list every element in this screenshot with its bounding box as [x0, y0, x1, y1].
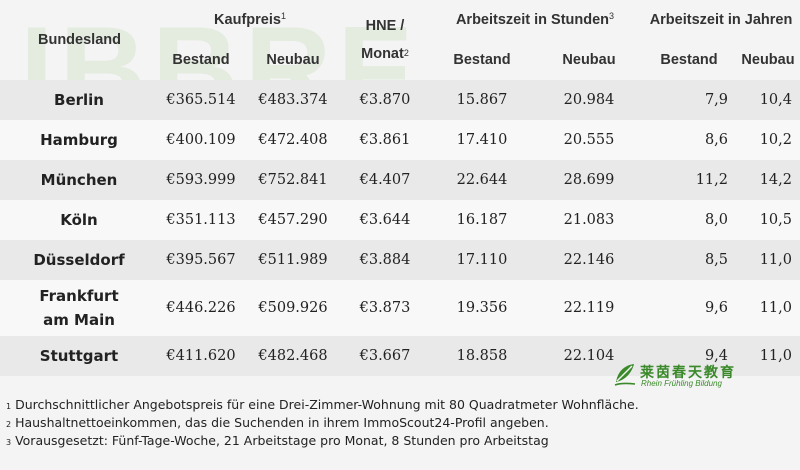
footnote: 2 Haushaltnettoeinkommen, das die Suchen…: [6, 415, 549, 430]
kp-bestand-cell: €395.567: [158, 240, 244, 280]
h-bestand-cell: 19.356: [428, 280, 536, 336]
logo-chinese-name: 莱茵春天教育: [640, 365, 736, 381]
h-bestand-cell: 17.410: [428, 120, 536, 160]
table-row: Frankfurt am Main €446.226 €509.926 €3.87…: [0, 280, 800, 336]
j-neubau-cell: 11,0: [736, 336, 800, 376]
kp-bestand-cell: €351.113: [158, 200, 244, 240]
kp-neubau-cell: €457.290: [244, 200, 342, 240]
j-bestand-cell: 7,9: [642, 80, 736, 120]
h-bestand-cell: 17.110: [428, 240, 536, 280]
city-name: Hamburg: [0, 120, 158, 160]
kp-neubau-cell: €472.408: [244, 120, 342, 160]
header-j-neubau: Neubau: [741, 52, 795, 68]
hne-cell: €3.873: [342, 280, 428, 336]
table-row: Berlin €365.514 €483.374 €3.870 15.867 2…: [0, 80, 800, 120]
city-name: Stuttgart: [0, 336, 158, 376]
j-neubau-cell: 11,0: [736, 280, 800, 336]
logo-english-name: Rhein Frühling Bildung: [641, 379, 722, 388]
hne-cell: €3.870: [342, 80, 428, 120]
table-row: Düsseldorf €395.567 €511.989 €3.884 17.1…: [0, 240, 800, 280]
kp-neubau-cell: €752.841: [244, 160, 342, 200]
city-name: Köln: [0, 200, 158, 240]
hne-cell: €3.667: [342, 336, 428, 376]
header-arbeitszeit-stunden: Arbeitszeit in Stunden3: [455, 11, 615, 28]
header-arbeitszeit-jahren: Arbeitszeit in Jahren: [649, 12, 793, 28]
hne-cell: €3.861: [342, 120, 428, 160]
h-neubau-cell: 28.699: [536, 160, 642, 200]
j-neubau-cell: 10,4: [736, 80, 800, 120]
j-neubau-cell: 14,2: [736, 160, 800, 200]
hne-cell: €4.407: [342, 160, 428, 200]
h-neubau-cell: 22.104: [536, 336, 642, 376]
header-h-bestand: Bestand: [453, 52, 511, 68]
footnotes: 1 Durchschnittlicher Angebotspreis für e…: [6, 396, 639, 450]
header-j-bestand: Bestand: [660, 52, 718, 68]
footnote: 1 Durchschnittlicher Angebotspreis für e…: [6, 397, 639, 412]
kp-bestand-cell: €365.514: [158, 80, 244, 120]
leaf-logo-icon: [614, 364, 636, 386]
h-bestand-cell: 16.187: [428, 200, 536, 240]
j-bestand-cell: 8,6: [642, 120, 736, 160]
table-row: Hamburg €400.109 €472.408 €3.861 17.410 …: [0, 120, 800, 160]
table-row: Stuttgart €411.620 €482.468 €3.667 18.85…: [0, 336, 800, 376]
h-bestand-cell: 22.644: [428, 160, 536, 200]
kp-bestand-cell: €411.620: [158, 336, 244, 376]
j-bestand-cell: 9,6: [642, 280, 736, 336]
city-name: München: [0, 160, 158, 200]
j-bestand-cell: 8,5: [642, 240, 736, 280]
header-h-neubau: Neubau: [562, 52, 616, 68]
j-neubau-cell: 11,0: [736, 240, 800, 280]
header-hne: HNE / Monat2: [361, 18, 409, 62]
housing-affordability-table: Bundesland Kaufpreis1 HNE / Monat2 Arbeit…: [0, 11, 800, 376]
j-neubau-cell: 10,5: [736, 200, 800, 240]
h-bestand-cell: 15.867: [428, 80, 536, 120]
kp-bestand-cell: €446.226: [158, 280, 244, 336]
kp-neubau-cell: €511.989: [244, 240, 342, 280]
h-neubau-cell: 20.555: [536, 120, 642, 160]
city-name: Frankfurt am Main: [0, 280, 158, 336]
h-neubau-cell: 21.083: [536, 200, 642, 240]
kp-bestand-cell: €400.109: [158, 120, 244, 160]
city-name: Berlin: [0, 80, 158, 120]
kp-bestand-cell: €593.999: [158, 160, 244, 200]
j-neubau-cell: 10,2: [736, 120, 800, 160]
city-name: Düsseldorf: [0, 240, 158, 280]
h-neubau-cell: 22.119: [536, 280, 642, 336]
header-kp-bestand: Bestand: [172, 52, 230, 68]
j-bestand-cell: 9,4: [642, 336, 736, 376]
table-row: Köln €351.113 €457.290 €3.644 16.187 21.…: [0, 200, 800, 240]
h-neubau-cell: 22.146: [536, 240, 642, 280]
header-kaufpreis: Kaufpreis1: [214, 11, 286, 28]
h-bestand-cell: 18.858: [428, 336, 536, 376]
kp-neubau-cell: €483.374: [244, 80, 342, 120]
hne-cell: €3.644: [342, 200, 428, 240]
footnote: 3 Vorausgesetzt: Fünf-Tage-Woche, 21 Arb…: [6, 433, 549, 448]
table-row: München €593.999 €752.841 €4.407 22.644 …: [0, 160, 800, 200]
header-bundesland: Bundesland: [38, 32, 121, 48]
header-kp-neubau: Neubau: [266, 52, 320, 68]
j-bestand-cell: 11,2: [642, 160, 736, 200]
h-neubau-cell: 20.984: [536, 80, 642, 120]
hne-cell: €3.884: [342, 240, 428, 280]
brand-logo: 莱茵春天教育 Rhein Frühling Bildung: [614, 362, 754, 392]
kp-neubau-cell: €509.926: [244, 280, 342, 336]
kp-neubau-cell: €482.468: [244, 336, 342, 376]
j-bestand-cell: 8,0: [642, 200, 736, 240]
